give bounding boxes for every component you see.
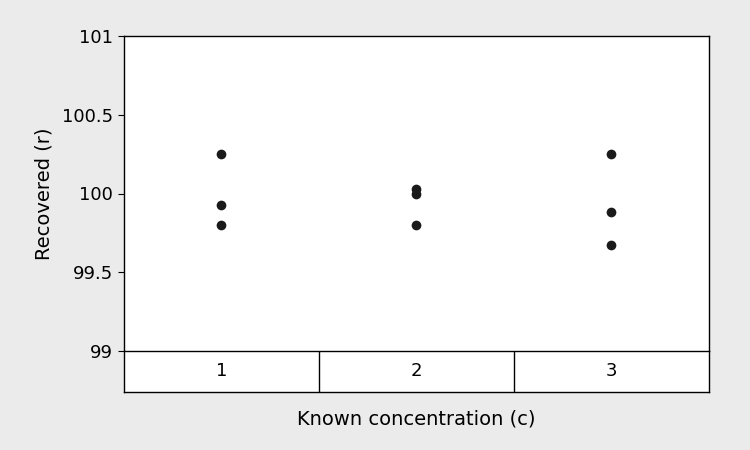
Text: 3: 3 bbox=[605, 362, 617, 380]
Text: Known concentration (c): Known concentration (c) bbox=[297, 410, 536, 428]
Y-axis label: Recovered (r): Recovered (r) bbox=[34, 127, 54, 260]
Text: 2: 2 bbox=[410, 362, 422, 380]
Text: 1: 1 bbox=[215, 362, 227, 380]
